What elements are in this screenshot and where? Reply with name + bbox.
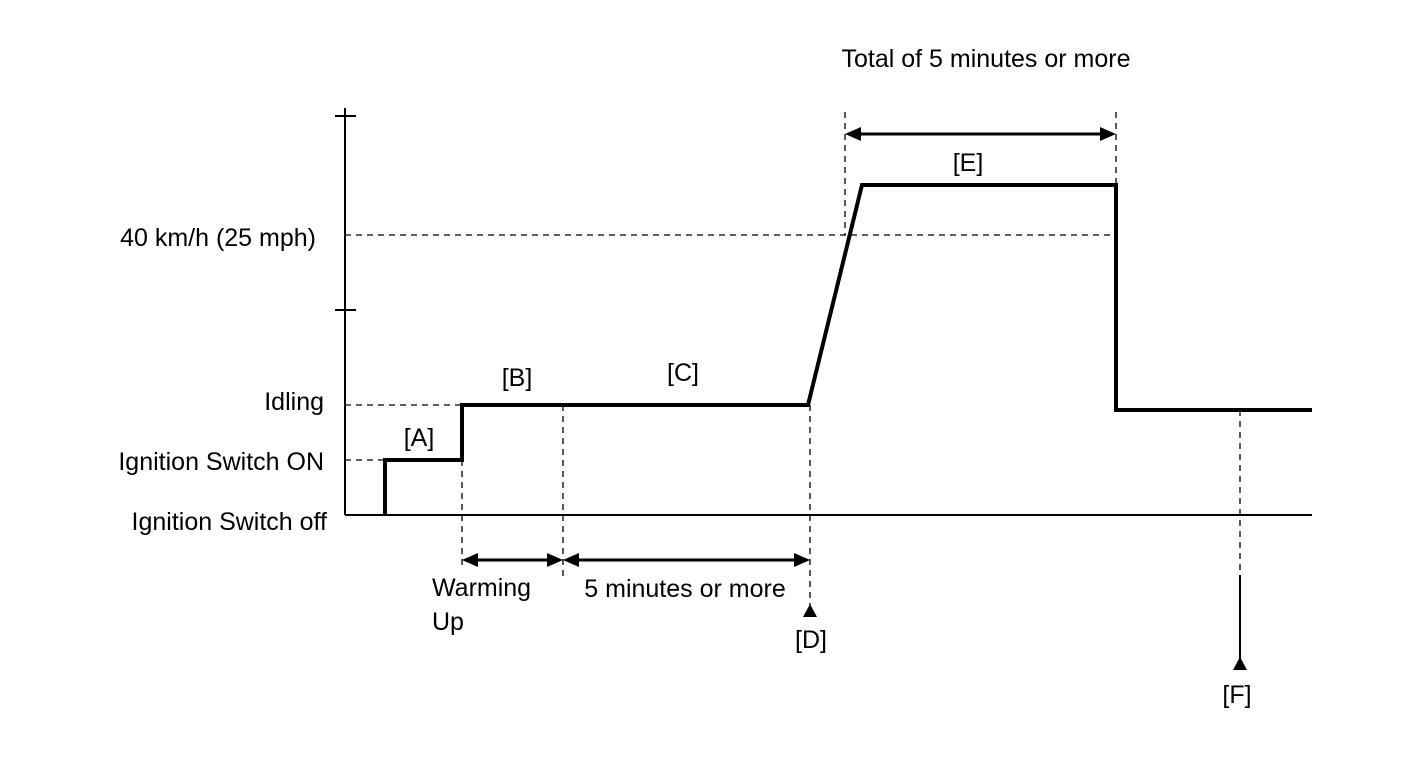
warming-up-label-line1: Warming — [432, 574, 531, 602]
warming-up-arrow — [462, 553, 563, 567]
ignition-off-label: Ignition Switch off — [132, 508, 328, 536]
total-five-minutes-label: Total of 5 minutes or more — [841, 45, 1130, 73]
five-minutes-arrow — [563, 553, 810, 567]
total-five-minutes-arrow — [845, 127, 1116, 141]
axes — [335, 108, 1312, 516]
phase-f-label: [F] — [1222, 681, 1251, 709]
speed-label: 40 km/h (25 mph) — [120, 224, 316, 252]
phase-b-label: [B] — [502, 364, 533, 392]
idling-label: Idling — [264, 388, 324, 416]
d-marker-triangle — [803, 604, 817, 617]
ignition-on-label: Ignition Switch ON — [118, 448, 324, 476]
warming-up-label-line2: Up — [432, 608, 464, 636]
phase-d-label: [D] — [795, 626, 827, 654]
f-marker-triangle — [1233, 657, 1247, 670]
phase-c-label: [C] — [667, 359, 699, 387]
vehicle-profile-trace — [383, 183, 1312, 515]
phase-e-label: [E] — [953, 149, 984, 177]
phase-a-label: [A] — [404, 424, 435, 452]
reference-lines — [345, 112, 1241, 605]
five-minutes-label: 5 minutes or more — [584, 575, 785, 603]
